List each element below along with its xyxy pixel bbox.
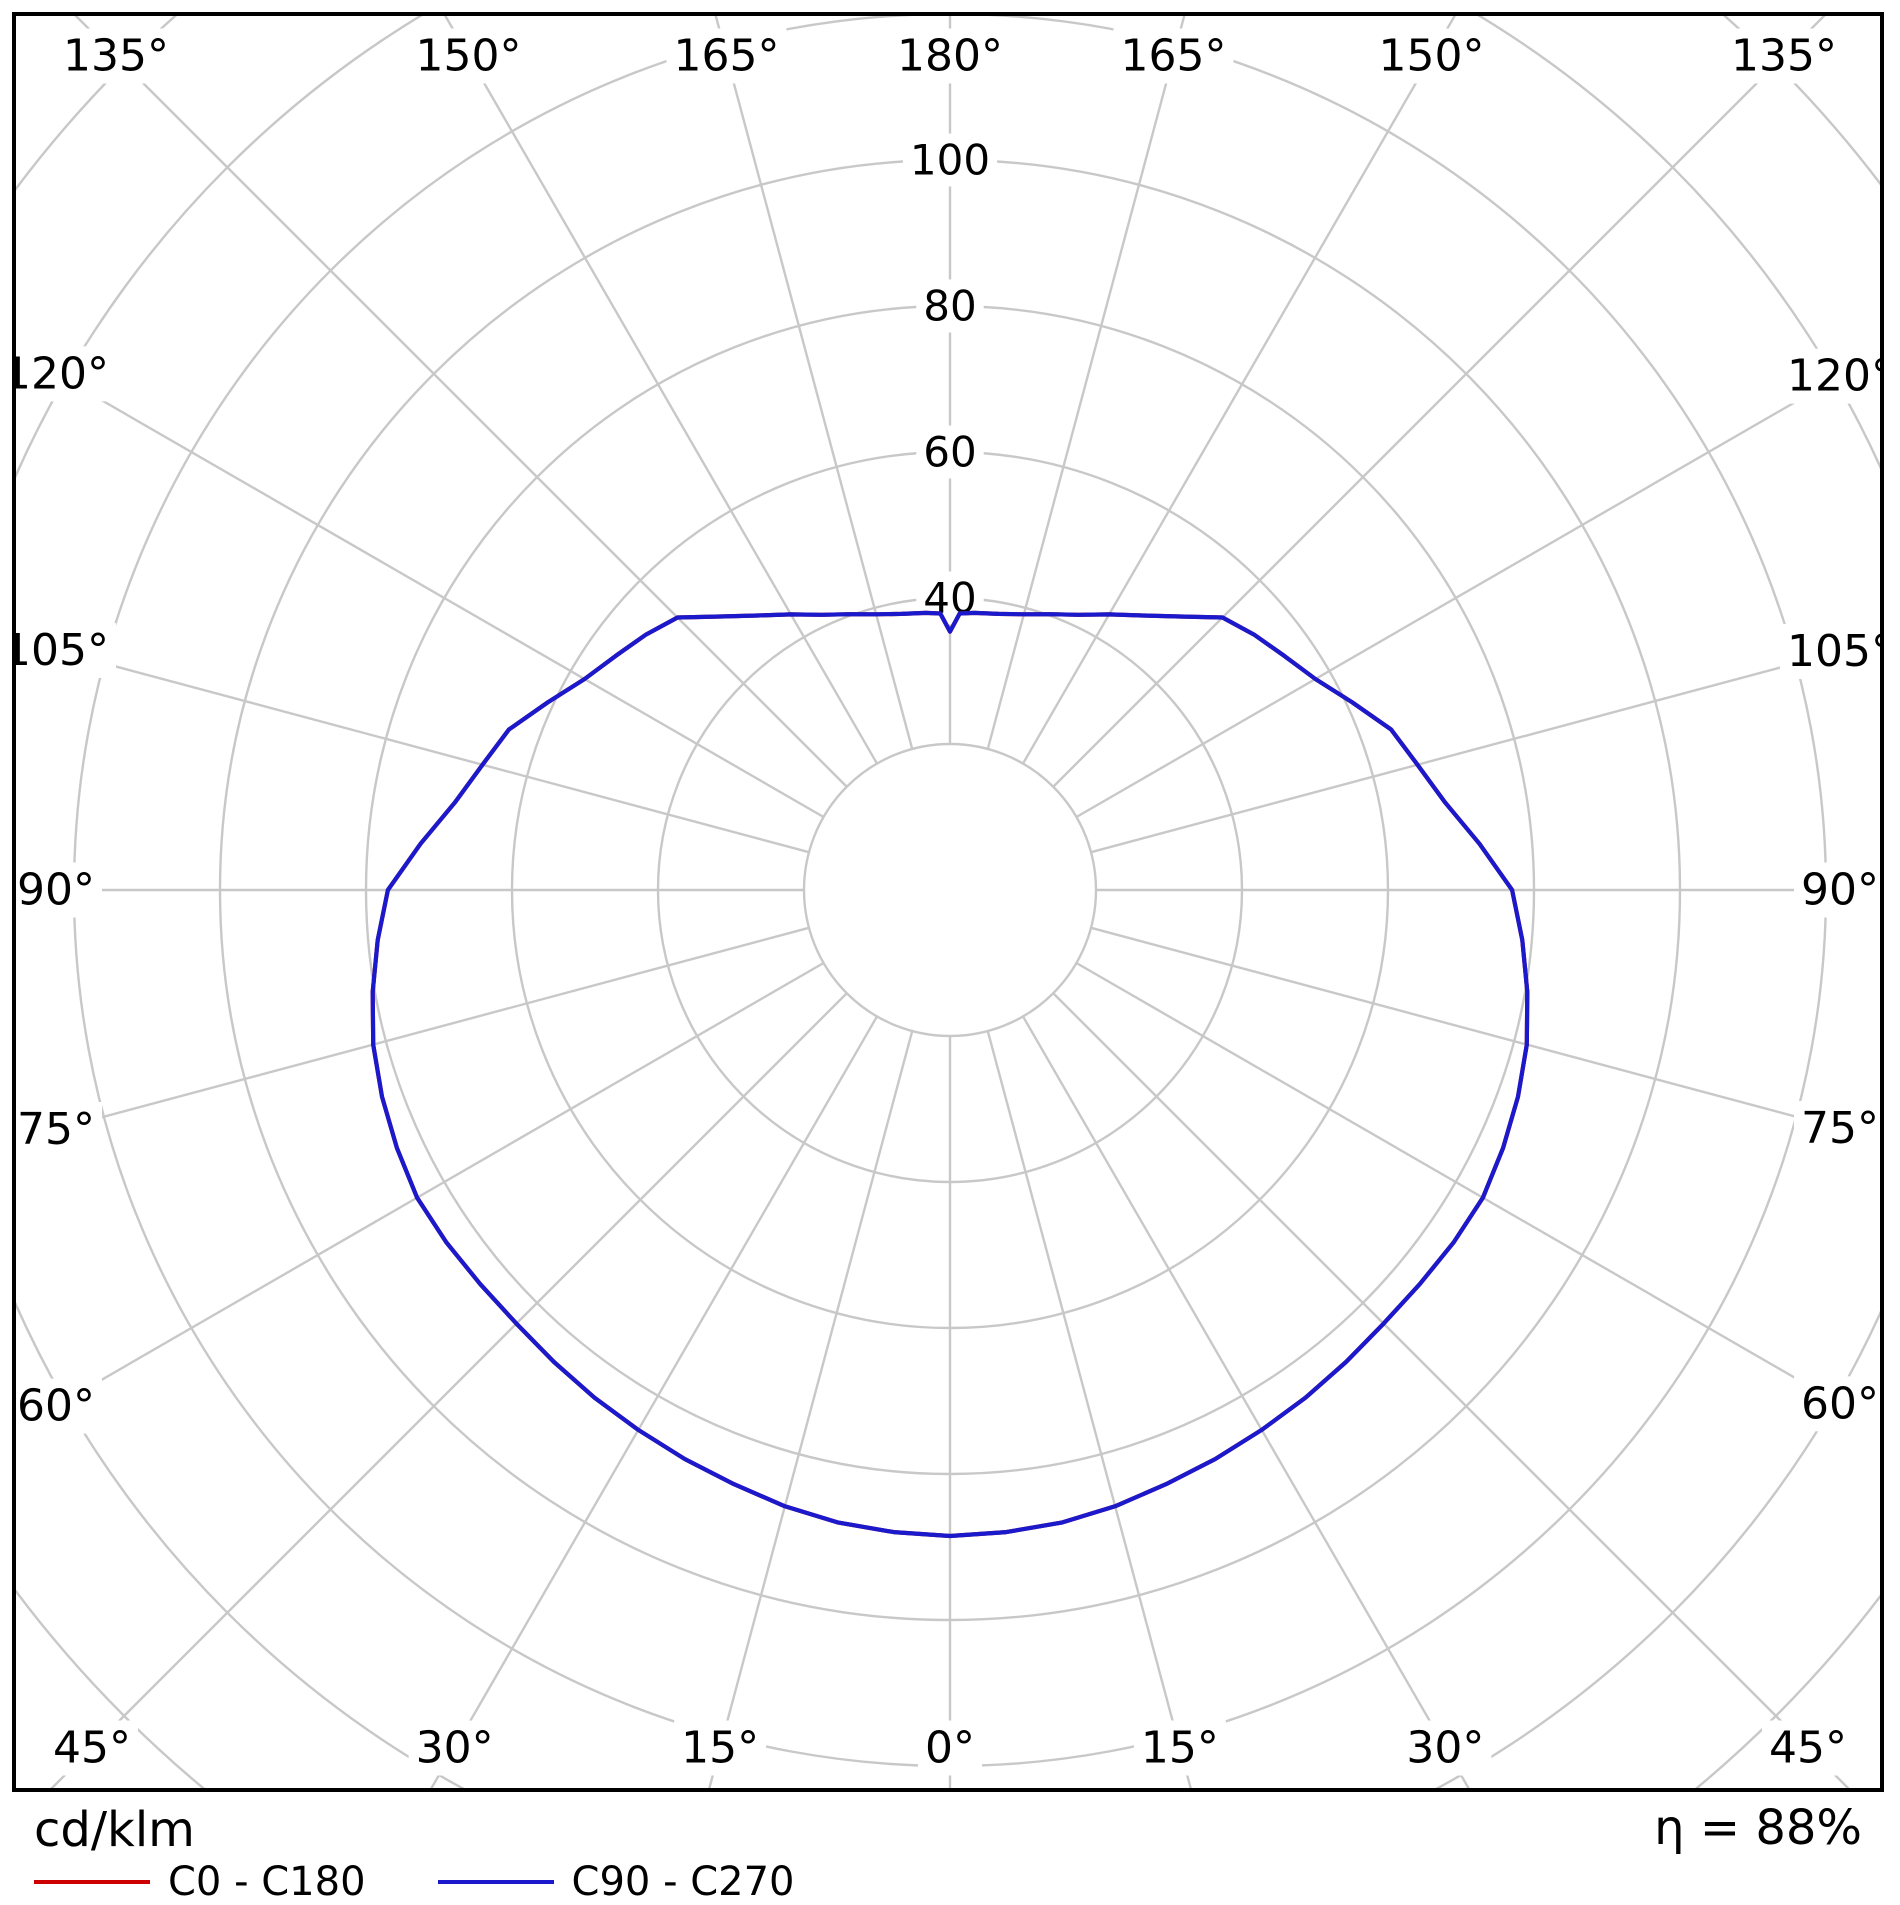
angle-tick-label: 105° — [1787, 626, 1880, 677]
efficiency-label: η = 88% — [1654, 1800, 1862, 1856]
angle-tick-label: 15° — [681, 1723, 759, 1774]
angle-tick-label: 75° — [1801, 1103, 1879, 1154]
angle-tick-label: 180° — [897, 31, 1003, 82]
angle-tick-label: 45° — [1769, 1723, 1847, 1774]
angle-tick-label: 120° — [1787, 351, 1880, 402]
angle-tick-label: 165° — [1120, 31, 1226, 82]
units-label: cd/klm — [34, 1802, 195, 1858]
angle-tick-label: 135° — [63, 31, 169, 82]
angle-tick-label: 15° — [1141, 1723, 1219, 1774]
legend-swatch-c0-c180 — [34, 1880, 150, 1884]
chart-footer: cd/klm η = 88% C0 - C180 C90 - C270 — [0, 1796, 1900, 1902]
angle-tick-label: 30° — [1406, 1723, 1484, 1774]
radial-tick-label: 80 — [923, 282, 976, 331]
angle-tick-label: 150° — [1379, 31, 1485, 82]
angle-tick-label: 150° — [415, 31, 521, 82]
legend-swatch-c90-c270 — [437, 1880, 554, 1884]
angle-tick-label: 90° — [1801, 865, 1879, 916]
radial-tick-label: 60 — [923, 428, 976, 477]
angle-tick-label: 60° — [17, 1381, 95, 1432]
legend: C0 - C180 C90 - C270 — [34, 1862, 867, 1902]
angle-tick-label: 75° — [17, 1104, 95, 1155]
angle-tick-label: 30° — [416, 1723, 494, 1774]
curve-c90-c270 — [370, 610, 1530, 1539]
angle-tick-label: 60° — [1801, 1378, 1879, 1429]
polar-chart-frame: 40 60 80 100 0° 15° 15° 30° 30° 45° 45° 60° 60° 75° 75… — [12, 12, 1884, 1792]
angle-tick-label: 165° — [674, 31, 780, 82]
radial-tick-label: 100 — [910, 136, 990, 185]
angle-tick-label: 45° — [53, 1723, 131, 1774]
legend-label-c90-c270: C90 - C270 — [571, 1859, 795, 1905]
angle-tick-label: 105° — [16, 625, 109, 676]
legend-item-c0-c180: C0 - C180 — [34, 1862, 366, 1902]
angle-tick-label: 135° — [1731, 31, 1837, 82]
legend-item-c90-c270: C90 - C270 — [437, 1859, 795, 1905]
angle-tick-label: 120° — [16, 348, 109, 399]
legend-label-c0-c180: C0 - C180 — [168, 1859, 366, 1905]
angle-tick-label: 90° — [17, 865, 95, 916]
angle-tick-label: 0° — [925, 1723, 975, 1774]
